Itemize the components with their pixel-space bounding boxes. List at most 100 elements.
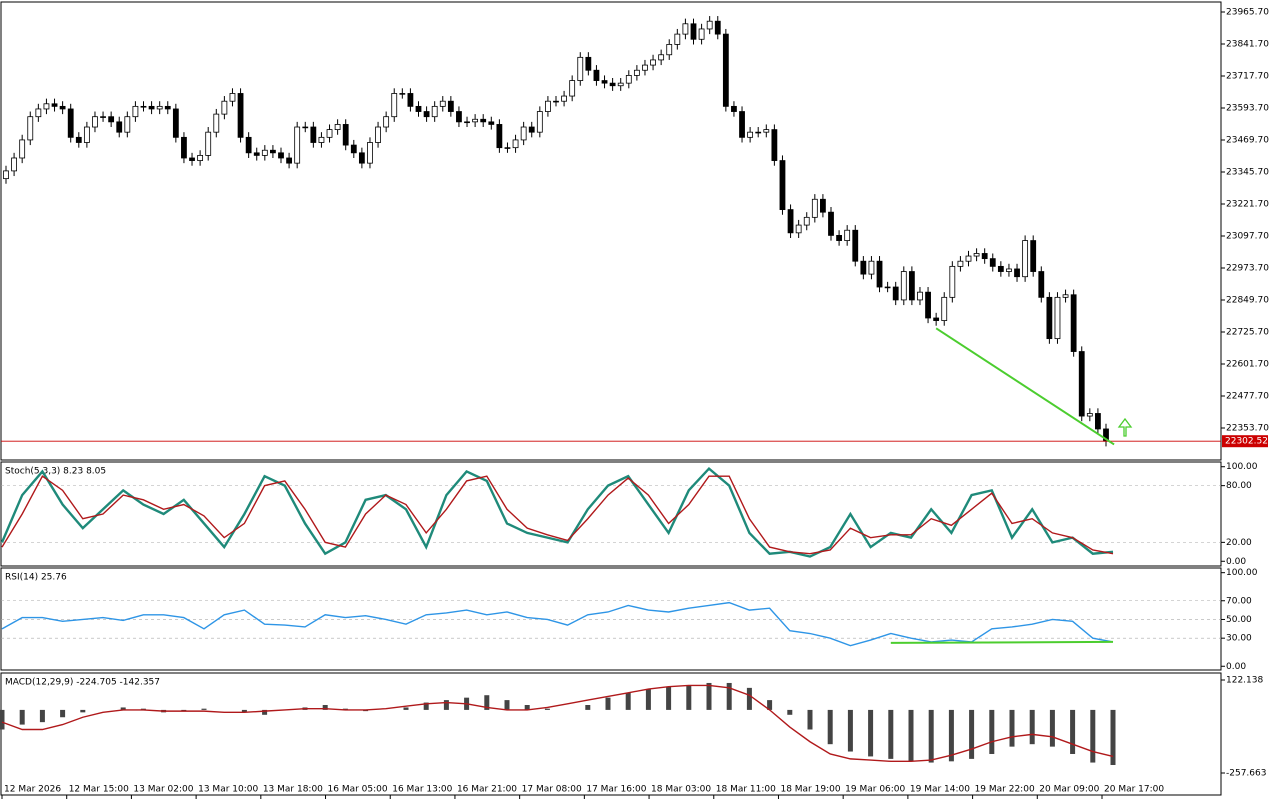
x-tick-label: 19 Mar 06:00 (845, 785, 905, 795)
candle-body (221, 100, 228, 115)
candle-body (83, 126, 90, 143)
candle-body (367, 142, 373, 164)
indicator-line (1, 684, 1114, 763)
macd-bar (60, 709, 66, 718)
candle-body (472, 118, 479, 123)
macd-bar (201, 708, 207, 710)
candle-body (1054, 296, 1061, 340)
macd-bar (1009, 709, 1015, 747)
candle-body (415, 105, 422, 112)
candle-body (625, 75, 632, 84)
candle-body (674, 33, 681, 45)
candle-body (989, 258, 996, 267)
macd-bar (847, 709, 853, 752)
y-tick-label: 100.00 (1226, 462, 1258, 472)
candle-body (447, 100, 454, 112)
macd-bar (241, 709, 247, 713)
macd-bar (1049, 709, 1055, 747)
y-tick-label: 23097.70 (1226, 232, 1269, 242)
candle-body (1086, 413, 1093, 417)
y-tick-label: 23221.70 (1226, 200, 1269, 210)
x-tick-label: 17 Mar 16:00 (586, 785, 646, 795)
macd-bar (0, 709, 5, 730)
indicator-title: MACD(12,29,9) -224.705 -142.357 (5, 678, 160, 688)
candle-body (148, 105, 155, 110)
macd-bar (443, 700, 449, 710)
last-price-label: 22302.52 (1225, 437, 1268, 447)
candle-body (140, 105, 147, 108)
candle-body (132, 105, 139, 118)
candle-body (714, 20, 721, 35)
candle-body (609, 82, 616, 87)
macd-bar (1070, 709, 1076, 754)
candle-body (536, 111, 543, 133)
candle-body (658, 54, 665, 61)
candle-body (75, 136, 82, 143)
trendline (935, 327, 1115, 446)
y-tick-label: 23717.70 (1226, 72, 1269, 82)
y-tick-label: 22973.70 (1226, 264, 1269, 274)
y-tick-label: 30.00 (1226, 634, 1252, 644)
candle-body (423, 111, 430, 118)
y-tick-label: 0.00 (1226, 557, 1246, 567)
candle-body (229, 93, 236, 102)
candle-body (213, 113, 220, 133)
candle-body (731, 105, 737, 112)
macd-bar (726, 682, 732, 710)
macd-bar (403, 707, 409, 710)
macd-bar (827, 709, 833, 745)
candle-body (868, 260, 875, 275)
y-tick-label: 122.138 (1226, 675, 1263, 685)
macd-bar (746, 687, 752, 710)
macd-bar (666, 686, 672, 710)
candle-body (706, 20, 713, 30)
macd-bar (1090, 709, 1096, 763)
x-tick-label: 16 Mar 13:00 (392, 785, 452, 795)
candle-body (755, 131, 762, 134)
candle-body (1006, 268, 1012, 272)
candle-body (1062, 294, 1069, 298)
candle-body (310, 126, 317, 143)
x-tick-label: 13 Mar 18:00 (263, 785, 323, 795)
candle-body (512, 139, 519, 149)
candle-body (480, 118, 487, 123)
candle-body (439, 100, 446, 107)
candle-body (375, 126, 381, 143)
candle-body (642, 64, 648, 71)
macd-bar (645, 689, 651, 710)
macd-bar (423, 702, 429, 710)
candle-body (577, 56, 584, 81)
candle-body (981, 253, 988, 260)
candle-body (844, 229, 851, 241)
y-tick-label: 70.00 (1226, 596, 1252, 606)
macd-bar (868, 709, 874, 757)
candle-body (933, 317, 940, 321)
candle-body (690, 23, 697, 40)
candle-body (908, 271, 915, 301)
candle-body (892, 286, 899, 301)
candle-body (67, 108, 74, 138)
candle-body (189, 157, 195, 161)
macd-bar (787, 709, 793, 715)
candle-body (270, 149, 276, 154)
y-tick-label: 23965.70 (1226, 8, 1269, 18)
candle-body (59, 105, 66, 110)
candle-body (11, 157, 17, 172)
candle-body (925, 291, 931, 319)
x-tick-label: 12 Mar 15:00 (69, 785, 129, 795)
candle-body (1022, 240, 1029, 278)
candle-body (399, 93, 406, 95)
macd-bar (908, 709, 914, 762)
candle-body (803, 216, 810, 226)
y-tick-label: 22849.70 (1226, 296, 1269, 306)
candle-body (601, 80, 608, 84)
candle-body (19, 139, 26, 159)
candle-body (569, 80, 576, 97)
candle-body (747, 131, 754, 138)
y-tick-label: 22725.70 (1226, 328, 1269, 338)
y-tick-label: 23345.70 (1226, 168, 1269, 178)
y-tick-label: 22601.70 (1226, 360, 1269, 370)
y-tick-label: 0.00 (1226, 662, 1246, 672)
candle-body (973, 253, 980, 257)
